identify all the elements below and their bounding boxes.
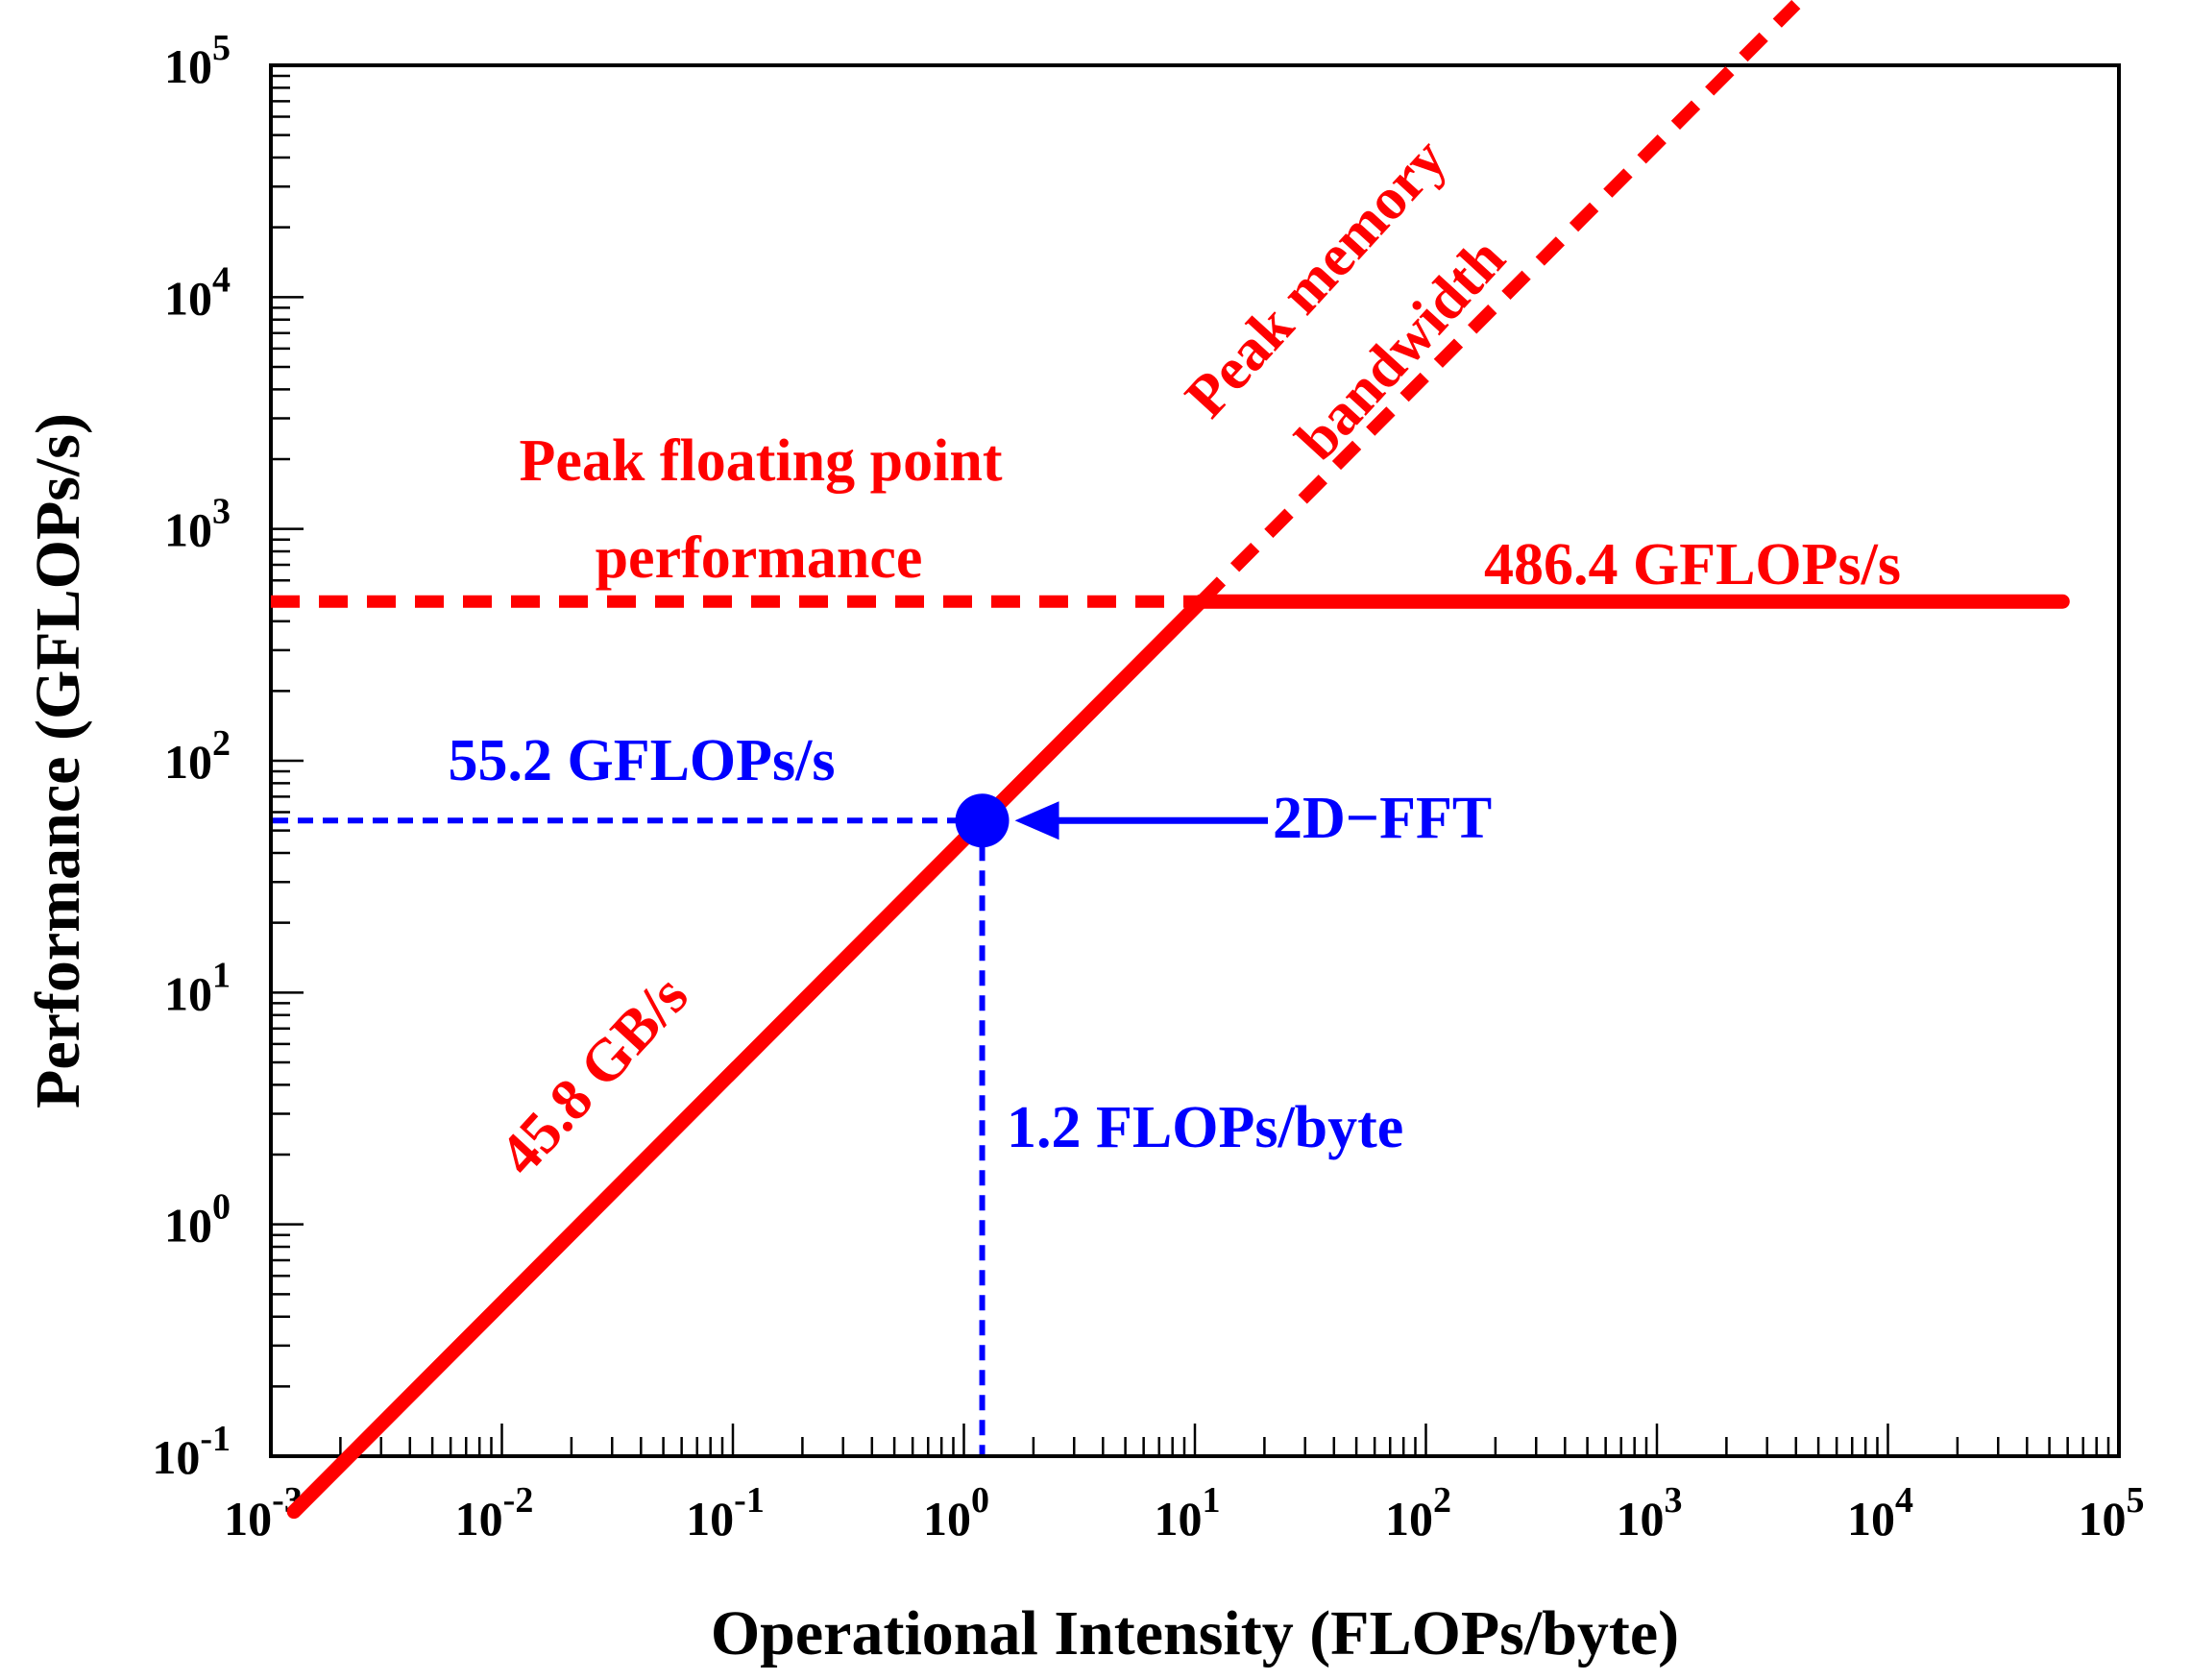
- y-tick-label: 101: [164, 955, 231, 1020]
- x-tick-label: 100: [923, 1480, 989, 1546]
- y-tick-labels: 10-1 100 101 102 103 104 105: [152, 28, 231, 1484]
- point-arrow-head: [1014, 801, 1059, 840]
- point-name-label: 2D−FFT: [1273, 786, 1492, 851]
- roofline-lines: [271, 0, 2070, 1520]
- y-tick-label: 104: [164, 259, 231, 325]
- series-line: [286, 594, 1208, 1520]
- x-tick-label: 10-1: [686, 1480, 765, 1546]
- x-tick-label: 105: [2079, 1480, 2145, 1546]
- x-tick-label: 104: [1847, 1480, 1913, 1546]
- y-tick-label: 105: [164, 28, 231, 93]
- y-tick-label: 102: [164, 723, 231, 789]
- peak-fp-label-line1: Peak floating point: [520, 428, 1003, 494]
- x-tick-labels: 10-3 10-2 10-1 100 101 102 103 104 105: [224, 1480, 2144, 1546]
- y-tick-label: 103: [164, 492, 231, 557]
- x-axis-title: Operational Intensity (FLOPs/byte): [711, 1598, 1679, 1668]
- operational-intensity-label: 1.2 FLOPs/byte: [1007, 1095, 1403, 1160]
- peak-fp-label-line2: performance: [596, 525, 923, 591]
- x-tick-label: 103: [1617, 1480, 1683, 1546]
- peak-performance-value: 486.4 GFLOPs/s: [1484, 532, 1901, 597]
- point-performance-label: 55.2 GFLOPs/s: [448, 728, 835, 793]
- bandwidth-value: 45.8 GB/s: [487, 963, 700, 1188]
- y-tick-label: 10-1: [152, 1419, 231, 1484]
- x-tick-label: 10-2: [455, 1480, 534, 1546]
- x-tick-label: 101: [1155, 1480, 1221, 1546]
- axis-ticks: [269, 74, 2110, 1458]
- x-tick-label: 102: [1385, 1480, 1451, 1546]
- y-axis-title: Performance (GFLOPs/s): [23, 413, 93, 1108]
- data-point: [955, 793, 1010, 848]
- y-tick-label: 100: [164, 1187, 231, 1253]
